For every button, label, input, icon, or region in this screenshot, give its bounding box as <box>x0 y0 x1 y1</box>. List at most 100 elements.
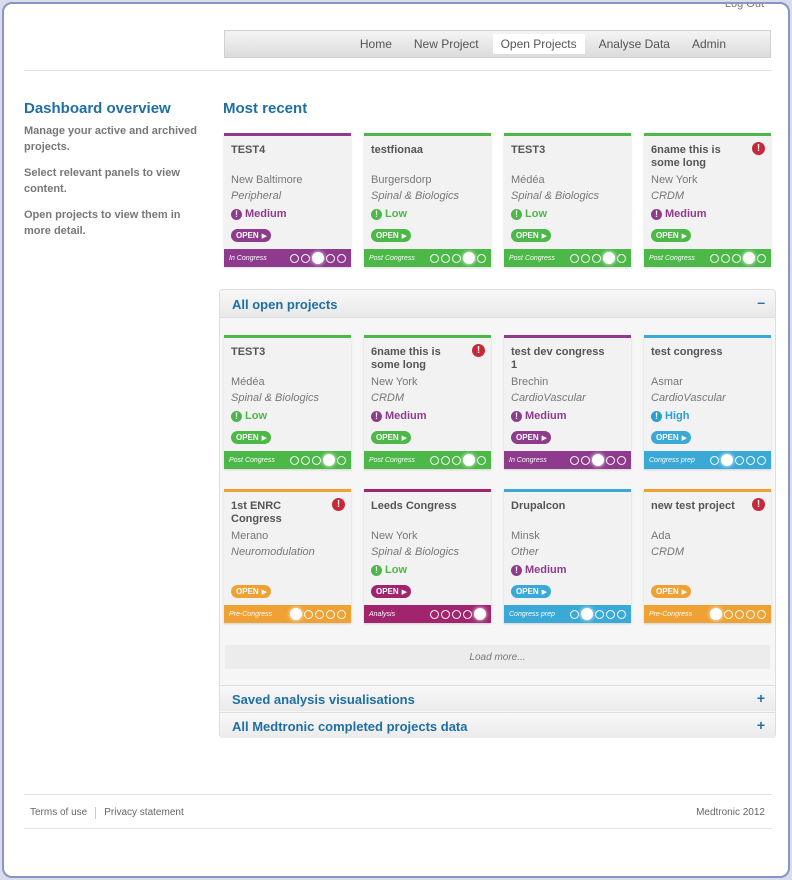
open-project-button[interactable]: OPEN ▶ <box>231 431 272 444</box>
all-open-projects-header[interactable]: All open projects – <box>220 290 775 318</box>
load-more-button[interactable]: Load more... <box>225 645 770 669</box>
nav-item-open-projects[interactable]: Open Projects <box>492 34 585 54</box>
stage-step-icon <box>452 253 461 263</box>
stage-bar: Analysis <box>364 605 491 623</box>
stage-progress <box>570 252 626 264</box>
arrow-right-icon: ▶ <box>401 588 408 596</box>
stage-step-icon <box>606 609 615 619</box>
project-location: New York <box>371 530 418 542</box>
nav-item-admin[interactable]: Admin <box>691 37 726 51</box>
open-label: OPEN <box>656 587 679 596</box>
open-project-button[interactable]: OPEN ▶ <box>651 229 692 242</box>
stage-step-icon <box>463 609 472 619</box>
stage-step-icon <box>312 252 324 264</box>
stage-step-icon <box>315 609 324 619</box>
arrow-right-icon: ▶ <box>261 434 268 442</box>
stage-step-icon <box>710 455 719 465</box>
project-title: 6name this is some long <box>651 144 721 169</box>
privacy-link[interactable]: Privacy statement <box>104 807 184 818</box>
stage-bar: In Congress <box>224 249 351 267</box>
stage-step-icon <box>570 455 579 465</box>
footer: Terms of use Privacy statement Medtronic… <box>30 807 765 819</box>
stage-step-icon <box>617 609 626 619</box>
priority-indicator: ! Medium <box>511 410 567 422</box>
open-project-button[interactable]: OPEN ▶ <box>231 585 272 598</box>
priority-indicator: ! Low <box>371 208 407 220</box>
stage-label: Post Congress <box>369 254 415 262</box>
nav-item-analyse-data[interactable]: Analyse Data <box>598 37 670 51</box>
footer-separator <box>95 807 97 819</box>
project-location: New Baltimore <box>231 174 303 186</box>
nav-item-new-project[interactable]: New Project <box>413 37 479 51</box>
sidebar: Dashboard overview Manage your active an… <box>24 100 202 249</box>
open-project-button[interactable]: OPEN ▶ <box>231 229 272 242</box>
priority-icon: ! <box>371 564 382 576</box>
open-project-button[interactable]: OPEN ▶ <box>511 431 552 444</box>
stage-step-icon <box>323 454 335 466</box>
expand-icon[interactable]: + <box>756 717 765 733</box>
project-card: 6name this is some long! New York CRDM! Med… <box>364 335 491 469</box>
priority-label: Low <box>525 208 547 220</box>
project-area: Spinal & Biologics <box>511 190 600 202</box>
project-title: test congress <box>651 346 723 358</box>
terms-link[interactable]: Terms of use <box>30 807 88 818</box>
project-card: TEST4 New Baltimore Peripheral! Medium OPEN ▶… <box>224 133 351 267</box>
priority-label: Low <box>385 208 407 220</box>
nav-item-home[interactable]: Home <box>359 37 392 51</box>
open-label: OPEN <box>236 231 259 240</box>
footer-divider-top <box>24 794 772 795</box>
priority-indicator: ! Medium <box>231 208 287 220</box>
open-project-button[interactable]: OPEN ▶ <box>371 585 412 598</box>
stage-label: Pre-Congress <box>229 610 273 618</box>
open-project-button[interactable]: OPEN ▶ <box>371 229 412 242</box>
open-project-button[interactable]: OPEN ▶ <box>511 585 552 598</box>
open-project-button[interactable]: OPEN ▶ <box>511 229 552 242</box>
stage-step-icon <box>724 609 733 619</box>
open-label: OPEN <box>236 587 259 596</box>
completed-projects-panel-header[interactable]: All Medtronic completed projects data + <box>220 712 775 738</box>
stage-step-icon <box>452 455 461 465</box>
arrow-right-icon: ▶ <box>681 588 688 596</box>
stage-progress <box>430 454 486 466</box>
open-project-button[interactable]: OPEN ▶ <box>371 431 412 444</box>
stage-label: Congress prep <box>509 610 555 618</box>
alert-icon: ! <box>472 344 485 357</box>
priority-icon: ! <box>651 208 662 220</box>
arrow-right-icon: ▶ <box>541 588 548 596</box>
open-project-button[interactable]: OPEN ▶ <box>651 431 692 444</box>
project-location: Asmar <box>651 376 683 388</box>
open-project-button[interactable]: OPEN ▶ <box>651 585 692 598</box>
stage-progress <box>430 252 486 264</box>
stage-step-icon <box>735 455 744 465</box>
stage-step-icon <box>595 609 604 619</box>
priority-label: High <box>665 410 690 422</box>
top-navigation: Home New Project Open Projects Analyse Data… <box>224 30 771 58</box>
logout-link[interactable]: Log Out <box>724 2 764 10</box>
stage-step-icon <box>757 455 766 465</box>
sidebar-text-2: Select relevant panels to view content. <box>24 167 180 195</box>
stage-step-icon <box>732 253 741 263</box>
project-area: Neuromodulation <box>231 546 315 558</box>
sidebar-text-3: Open projects to view them in more detai… <box>24 209 181 237</box>
stage-label: Post Congress <box>509 254 555 262</box>
stage-step-icon <box>743 252 755 264</box>
project-title: 6name this is some long <box>371 346 441 371</box>
stage-step-icon <box>735 609 744 619</box>
stage-step-icon <box>721 454 733 466</box>
stage-step-icon <box>312 455 321 465</box>
stage-step-icon <box>606 455 615 465</box>
saved-analysis-panel-header[interactable]: Saved analysis visualisations + <box>220 685 775 711</box>
collapse-icon[interactable]: – <box>757 294 765 310</box>
project-area: CRDM <box>371 392 404 404</box>
stage-progress <box>710 454 766 466</box>
stage-step-icon <box>474 608 486 620</box>
expand-icon[interactable]: + <box>756 690 765 706</box>
project-card: test dev congress 1 Brechin CardioVascular… <box>504 335 631 469</box>
priority-label: Low <box>245 410 267 422</box>
priority-indicator: ! Low <box>511 208 547 220</box>
stage-bar: Post Congress <box>644 249 771 267</box>
stage-progress <box>290 454 346 466</box>
stage-progress <box>570 454 626 466</box>
stage-step-icon <box>290 455 299 465</box>
